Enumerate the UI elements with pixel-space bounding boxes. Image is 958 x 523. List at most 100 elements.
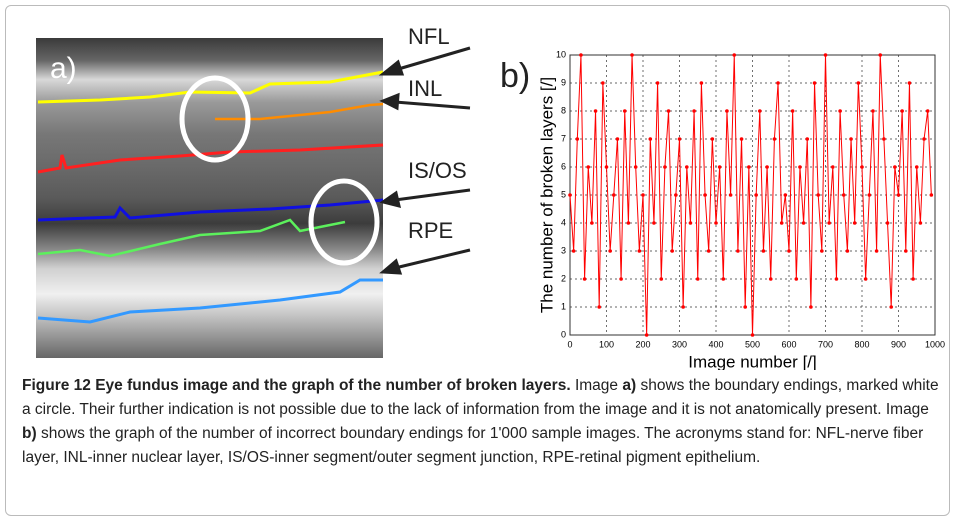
y-tick-label: 2 bbox=[561, 273, 566, 283]
x-tick-label: 600 bbox=[781, 339, 796, 349]
data-point bbox=[619, 277, 623, 281]
data-point bbox=[717, 165, 722, 169]
data-point bbox=[925, 109, 930, 113]
data-point bbox=[582, 277, 587, 281]
data-point bbox=[841, 193, 846, 197]
x-tick-label: 800 bbox=[854, 339, 869, 349]
data-point bbox=[666, 109, 671, 113]
data-point bbox=[831, 165, 835, 169]
data-point bbox=[805, 137, 810, 141]
y-tick-label: 0 bbox=[561, 329, 566, 339]
inl-line bbox=[215, 102, 384, 121]
data-point bbox=[820, 249, 824, 253]
layer-label: RPE bbox=[408, 218, 453, 243]
y-tick-label: 6 bbox=[561, 161, 566, 171]
data-point bbox=[597, 305, 601, 309]
data-point bbox=[794, 277, 799, 281]
data-point bbox=[674, 193, 678, 197]
data-point bbox=[798, 165, 802, 169]
data-point bbox=[593, 109, 598, 113]
data-point bbox=[761, 249, 766, 253]
x-tick-label: 900 bbox=[891, 339, 906, 349]
data-point bbox=[823, 53, 828, 57]
data-point bbox=[889, 305, 893, 309]
nfl-line bbox=[37, 70, 384, 104]
data-point bbox=[648, 137, 653, 141]
panel-label: a) bbox=[50, 52, 77, 85]
layer-label: NFL bbox=[408, 24, 450, 49]
caption-text: shows the boundary endings, marked white… bbox=[22, 377, 939, 418]
data-point bbox=[929, 193, 934, 197]
data-point bbox=[768, 277, 773, 281]
data-point bbox=[893, 165, 897, 169]
data-point bbox=[670, 249, 674, 253]
data-point bbox=[772, 137, 777, 141]
data-point bbox=[728, 193, 733, 197]
x-tick-label: 1000 bbox=[925, 339, 945, 349]
x-axis-label: Image number [/] bbox=[688, 352, 817, 370]
data-point bbox=[721, 277, 726, 281]
data-point bbox=[568, 193, 572, 197]
data-line bbox=[569, 54, 932, 336]
data-point bbox=[612, 193, 616, 197]
data-point bbox=[852, 221, 857, 225]
data-point bbox=[918, 221, 923, 225]
red-line bbox=[37, 143, 384, 174]
data-point bbox=[900, 109, 904, 113]
data-point bbox=[692, 109, 696, 113]
data-point bbox=[571, 249, 576, 253]
data-point bbox=[641, 193, 645, 197]
x-tick-label: 100 bbox=[599, 339, 614, 349]
data-point bbox=[586, 165, 591, 169]
data-point bbox=[630, 53, 634, 57]
data-point bbox=[714, 221, 718, 225]
data-point bbox=[860, 165, 864, 169]
data-point bbox=[754, 193, 758, 197]
x-tick-label: 300 bbox=[672, 339, 687, 349]
data-point bbox=[706, 249, 711, 253]
data-point bbox=[914, 165, 919, 169]
data-point bbox=[878, 53, 883, 57]
data-point bbox=[867, 193, 872, 197]
data-point bbox=[655, 81, 660, 85]
data-point bbox=[732, 53, 737, 57]
data-point bbox=[699, 81, 704, 85]
data-point bbox=[677, 137, 682, 141]
rpe-line bbox=[37, 278, 383, 324]
arrows bbox=[378, 46, 471, 275]
data-point bbox=[779, 221, 784, 225]
data-point bbox=[604, 165, 609, 169]
layer-label: IS/OS bbox=[408, 158, 467, 183]
panel-label: b) bbox=[500, 57, 530, 95]
oct-image bbox=[36, 38, 383, 358]
data-point bbox=[863, 277, 868, 281]
data-point bbox=[812, 81, 817, 85]
data-point bbox=[725, 109, 729, 113]
data-point bbox=[904, 249, 908, 253]
layer-label: INL bbox=[408, 76, 442, 101]
data-point bbox=[922, 137, 926, 141]
y-axis-label: The number of broken layers [/] bbox=[537, 77, 556, 313]
data-point bbox=[809, 305, 813, 309]
caption-text: b) bbox=[22, 425, 37, 442]
data-point bbox=[783, 193, 788, 197]
data-point bbox=[659, 277, 664, 281]
data-point bbox=[874, 249, 879, 253]
data-point bbox=[615, 137, 620, 141]
data-point bbox=[750, 333, 755, 337]
data-point bbox=[703, 193, 707, 197]
data-point bbox=[827, 221, 831, 225]
x-tick-label: 0 bbox=[567, 339, 572, 349]
data-point bbox=[688, 221, 693, 225]
data-point bbox=[801, 221, 806, 225]
data-point bbox=[776, 81, 780, 85]
data-point bbox=[743, 305, 747, 309]
data-point bbox=[637, 249, 642, 253]
caption-title: Figure 12 Eye fundus image and the graph… bbox=[22, 377, 571, 394]
y-tick-label: 9 bbox=[561, 77, 566, 87]
data-point bbox=[590, 221, 594, 225]
data-point bbox=[681, 305, 685, 309]
y-tick-label: 5 bbox=[561, 189, 566, 199]
y-tick-label: 10 bbox=[556, 49, 566, 59]
